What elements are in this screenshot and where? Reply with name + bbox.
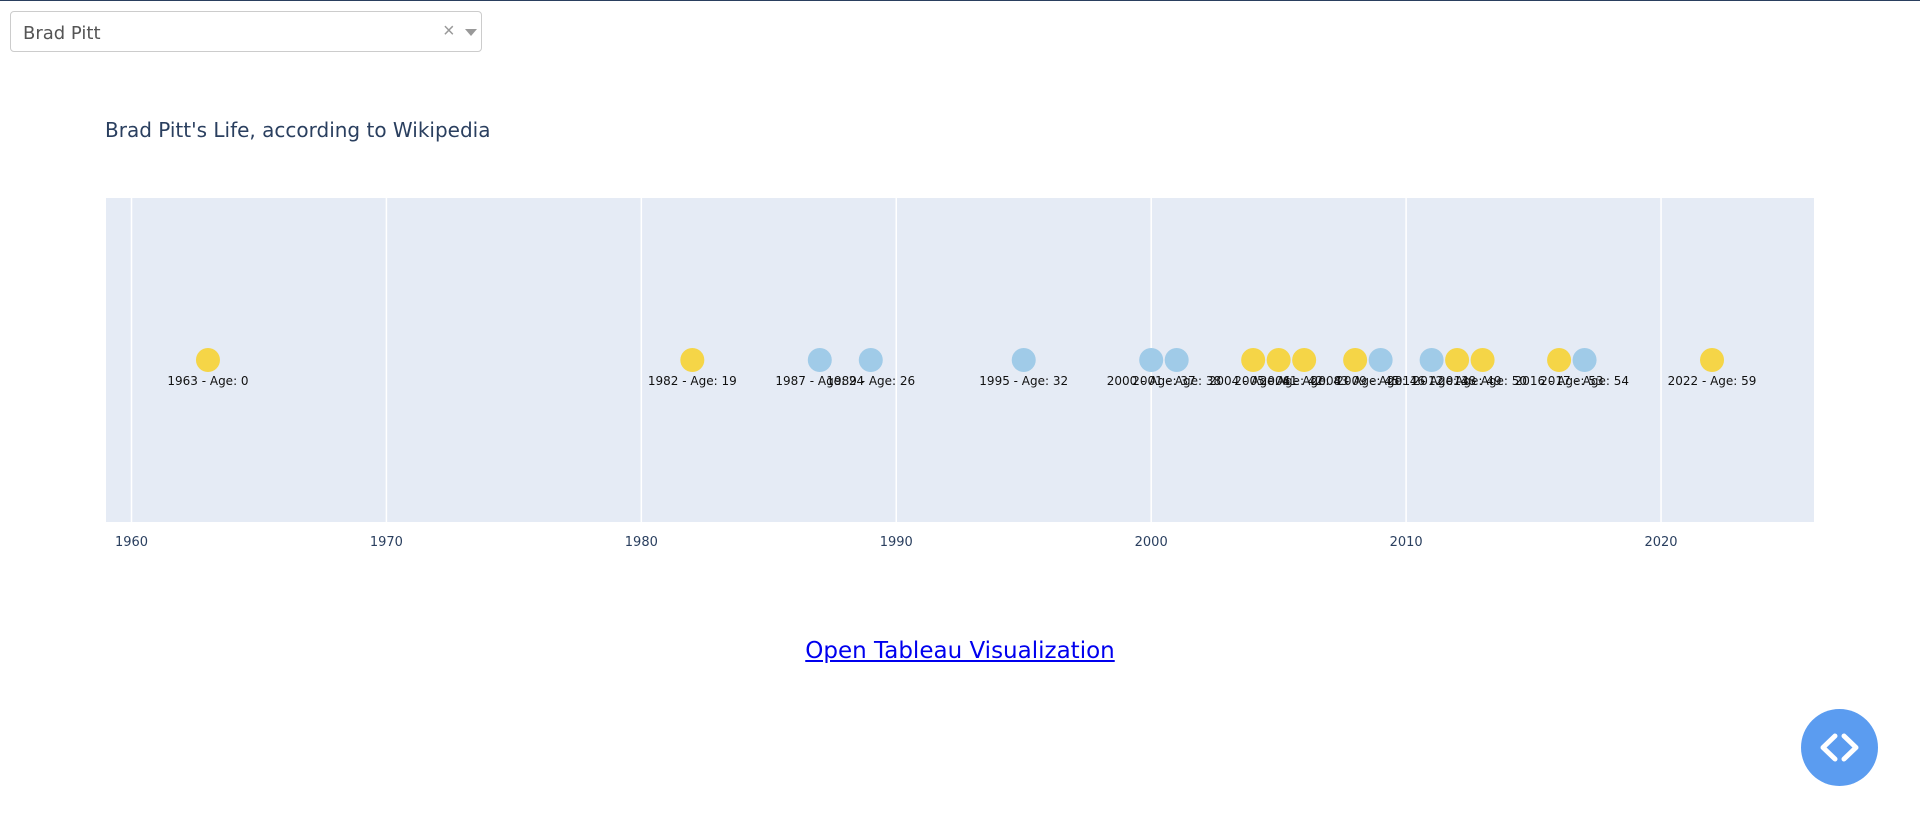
x-axis-ticks: 1960 1970 1980 1990 2000 2010 2020 [115,535,1678,550]
event-point[interactable] [1470,348,1495,372]
event-label: 1963 - Age: 0 [167,374,248,388]
data-points [195,348,1725,372]
event-label: 1989 - Age: 26 [826,374,915,388]
open-tableau-link[interactable]: Open Tableau Visualization [805,638,1115,664]
x-tick-label: 2020 [1644,535,1677,550]
event-point[interactable] [680,348,705,372]
code-toggle-button[interactable] [1801,709,1878,786]
event-point[interactable] [1011,348,1036,372]
event-label: 2022 - Age: 59 [1668,374,1757,388]
event-label: 2006 - Age: 43 [1260,374,1349,388]
event-label: 1995 - Age: 32 [979,374,1068,388]
event-point[interactable] [1547,348,1572,372]
data-labels: 1963 - Age: 0 1982 - Age: 19 1987 - Age: 2… [167,374,1756,388]
top-border [0,0,1920,1]
tableau-link-container: Open Tableau Visualization [0,638,1920,664]
timeline-chart: Brad Pitt's Life, according to Wikipedia… [105,118,1814,550]
event-label: 2009 - Age: 46 [1336,374,1425,388]
clear-icon[interactable]: × [443,20,455,42]
event-point[interactable] [1445,348,1470,372]
event-point[interactable] [1572,348,1597,372]
event-label: 1982 - Age: 19 [648,374,737,388]
plot-area [106,198,1814,522]
event-label: 2005 - Age: 42 [1234,374,1323,388]
x-tick-label: 1970 [370,535,403,550]
event-point[interactable] [1266,348,1291,372]
code-icon [1820,733,1859,762]
event-point[interactable] [858,348,883,372]
event-label: 2001 - Age: 38 [1132,374,1221,388]
event-label: 2008 - Age: 45 [1311,374,1400,388]
x-tick-label: 1990 [880,535,913,550]
event-point[interactable] [1368,348,1393,372]
event-point[interactable] [1164,348,1189,372]
x-tick-label: 1960 [115,535,148,550]
event-label: 2000 - Age: 37 [1107,374,1196,388]
chart-title: Brad Pitt's Life, according to Wikipedia [105,118,490,142]
event-point[interactable] [1292,348,1317,372]
event-point[interactable] [1419,348,1444,372]
event-point[interactable] [1700,348,1725,372]
person-dropdown[interactable]: Brad Pitt × [10,11,482,52]
chevron-down-icon[interactable] [465,29,477,36]
x-tick-label: 2010 [1390,535,1423,550]
event-label: 2012 - Age: 49 [1413,374,1502,388]
event-label: 2011 - Age: 48 [1387,374,1476,388]
x-tick-label: 2000 [1135,535,1168,550]
event-label: 2016 - Age: 53 [1515,374,1604,388]
grid-lines [130,198,1662,522]
event-label: 2004 - Age: 41 [1209,374,1298,388]
event-label: 2013 - Age: 50 [1438,374,1527,388]
x-tick-label: 1980 [625,535,658,550]
event-label: 2017 - Age: 54 [1540,374,1629,388]
event-point[interactable] [1241,348,1266,372]
event-point[interactable] [1139,348,1164,372]
event-label: 1987 - Age: 24 [775,374,864,388]
selected-value: Brad Pitt [23,23,101,44]
event-point[interactable] [807,348,832,372]
event-point[interactable] [195,348,220,372]
event-point[interactable] [1343,348,1368,372]
